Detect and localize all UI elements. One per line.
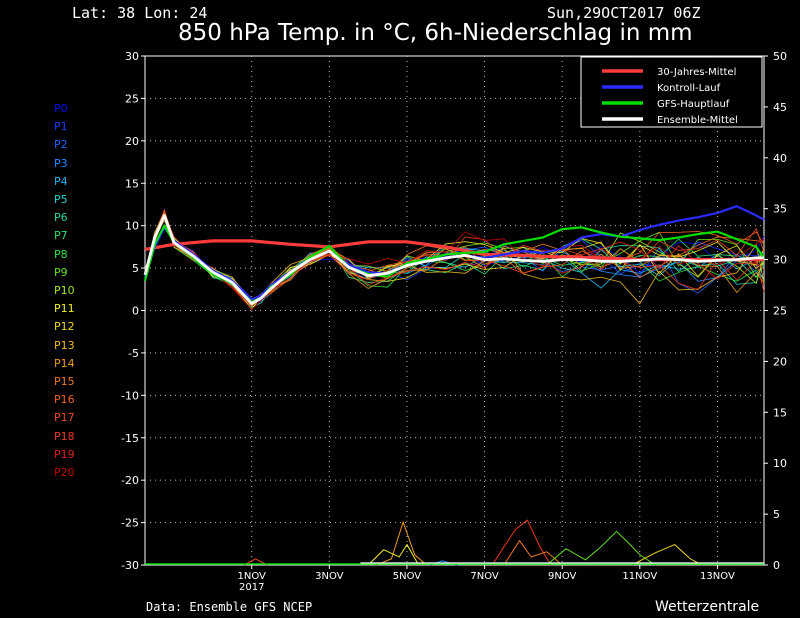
legend-label: GFS-Hauptlauf <box>657 99 730 110</box>
y-tick-label-left: -15 <box>121 432 139 445</box>
member-label-p8: P8 <box>54 247 68 261</box>
precip-line-p9 <box>546 530 656 566</box>
x-tick-label: 13NOV <box>700 571 735 582</box>
x-tick-label: 5NOV <box>393 571 422 582</box>
precip-line-p15 <box>503 539 563 566</box>
legend-box <box>580 56 763 128</box>
y-tick-label-right: 45 <box>773 101 787 114</box>
member-label-p5: P5 <box>54 193 68 206</box>
member-line-p14 <box>144 218 765 307</box>
data-source-label: Data: Ensemble GFS NCEP <box>146 600 313 614</box>
x-tick-label: 1NOV <box>238 571 267 582</box>
plot-frame <box>144 55 765 566</box>
location-label: Lat: 38 Lon: 24 <box>72 4 208 22</box>
x-tick-label: 11NOV <box>622 571 657 582</box>
y-tick-label-right: 40 <box>773 152 787 165</box>
y-tick-label-left: 15 <box>125 177 139 190</box>
y-tick-label-left: 0 <box>132 305 139 318</box>
y-tick-label-left: -10 <box>121 389 139 402</box>
member-label-p20: P20 <box>54 466 75 479</box>
y-tick-label-left: -20 <box>121 474 139 487</box>
member-label-p9: P9 <box>54 265 68 279</box>
y-tick-label-right: 15 <box>773 406 787 419</box>
member-label-p19: P19 <box>54 447 75 461</box>
member-label-p2: P2 <box>54 138 68 152</box>
y-tick-label-right: 25 <box>773 305 787 318</box>
member-label-p16: P16 <box>54 393 75 407</box>
y-tick-label-right: 30 <box>773 254 787 267</box>
precip-line-p14 <box>375 520 427 566</box>
precip-line-p17 <box>243 558 268 566</box>
y-tick-label-left: -5 <box>128 347 139 360</box>
precip-line-p12 <box>631 544 703 566</box>
y-tick-label-left: 5 <box>132 262 139 275</box>
x-tick-sublabel: 2017 <box>239 582 264 593</box>
x-tick-label: 9NOV <box>548 571 577 582</box>
member-label-p13: P13 <box>54 338 75 352</box>
member-label-p15: P15 <box>54 375 75 388</box>
y-tick-label-right: 10 <box>773 457 787 470</box>
y-tick-label-left: -30 <box>121 559 139 572</box>
series-ensemble-mittel <box>143 214 764 306</box>
brand-label: Wetterzentrale <box>655 599 760 615</box>
y-tick-label-right: 50 <box>773 50 787 63</box>
y-tick-label-left: 25 <box>125 92 139 105</box>
y-tick-label-left: 20 <box>125 135 139 148</box>
member-line-p20 <box>144 217 765 311</box>
y-tick-label-right: 20 <box>773 355 787 368</box>
precip-line-p18 <box>491 519 552 566</box>
chart-title: 850 hPa Temp. in °C, 6h-Niederschlag in … <box>178 20 693 46</box>
member-label-p7: P7 <box>54 229 68 243</box>
member-label-p1: P1 <box>54 120 68 134</box>
legend-label: Kontroll-Lauf <box>657 83 721 94</box>
legend-label: 30-Jahres-Mittel <box>657 67 736 78</box>
precip-line-p11 <box>367 543 420 566</box>
member-label-p14: P14 <box>54 356 75 370</box>
member-label-p11: P11 <box>54 302 75 316</box>
x-tick-label: 7NOV <box>470 571 499 582</box>
member-label-p17: P17 <box>54 411 75 425</box>
model-run-timestamp: Sun,29OCT2017 06Z <box>547 4 701 22</box>
y-tick-label-left: 10 <box>125 220 139 233</box>
y-tick-label-left: 30 <box>125 50 139 63</box>
member-label-p12: P12 <box>54 320 75 334</box>
y-tick-label-right: 5 <box>773 508 780 521</box>
member-label-p4: P4 <box>54 174 68 188</box>
member-label-p0: P0 <box>54 102 68 115</box>
legend-label: Ensemble-Mittel <box>657 115 738 126</box>
member-label-p3: P3 <box>54 156 68 170</box>
member-label-p6: P6 <box>54 211 68 225</box>
y-tick-label-right: 0 <box>773 559 780 572</box>
x-tick-label: 3NOV <box>315 571 344 582</box>
member-label-p10: P10 <box>54 284 75 297</box>
member-label-p18: P18 <box>54 429 75 443</box>
y-tick-label-left: -25 <box>121 517 139 530</box>
y-tick-label-right: 35 <box>773 203 787 216</box>
